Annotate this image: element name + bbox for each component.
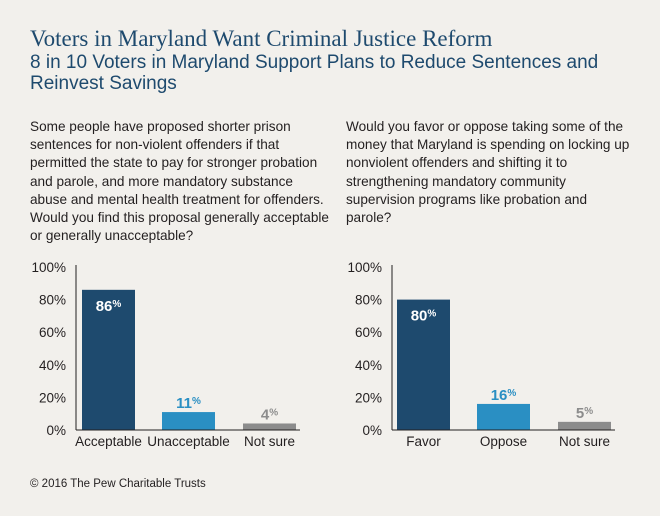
bar-right-1 [477, 403, 530, 430]
bar-right-2 [558, 421, 611, 430]
y-tick-left-1: 20% [39, 390, 66, 405]
y-tick-right-1: 20% [355, 390, 382, 405]
y-tick-right-4: 80% [355, 293, 382, 308]
category-label-left-1: Unacceptable [147, 434, 230, 449]
copyright-footer: © 2016 The Pew Charitable Trusts [30, 478, 206, 490]
y-tick-right-3: 60% [355, 325, 382, 340]
category-label-left-0: Acceptable [75, 434, 142, 449]
y-tick-right-0: 0% [362, 423, 382, 438]
chart-title: Voters in Maryland Want Criminal Justice… [30, 26, 493, 51]
category-label-left-2: Not sure [244, 434, 295, 449]
y-tick-left-4: 80% [39, 293, 66, 308]
y-tick-left-5: 100% [31, 260, 66, 275]
value-label-right-0: 80% [411, 308, 437, 325]
value-label-right-2: 5% [576, 405, 593, 422]
bar-left-0 [82, 289, 135, 430]
value-label-left-1: 11% [176, 395, 201, 412]
category-label-right-2: Not sure [559, 434, 610, 449]
question-left: Some people have proposed shorter prison… [30, 119, 329, 244]
bar-right-0 [397, 299, 450, 430]
value-label-left-2: 4% [261, 406, 278, 423]
bar-left-2 [243, 423, 296, 430]
value-label-left-0: 86% [96, 298, 122, 315]
question-right: Would you favor or oppose taking some of… [346, 119, 630, 226]
y-tick-right-2: 40% [355, 358, 382, 373]
bar-left-1 [162, 412, 215, 430]
value-label-right-1: 16% [491, 387, 517, 404]
category-label-right-1: Oppose [480, 434, 527, 449]
chart-subtitle: 8 in 10 Voters in Maryland Support Plans… [30, 52, 599, 94]
y-tick-left-3: 60% [39, 325, 66, 340]
y-tick-left-0: 0% [46, 423, 66, 438]
category-label-right-0: Favor [406, 434, 441, 449]
y-tick-left-2: 40% [39, 358, 66, 373]
y-tick-right-5: 100% [347, 260, 382, 275]
